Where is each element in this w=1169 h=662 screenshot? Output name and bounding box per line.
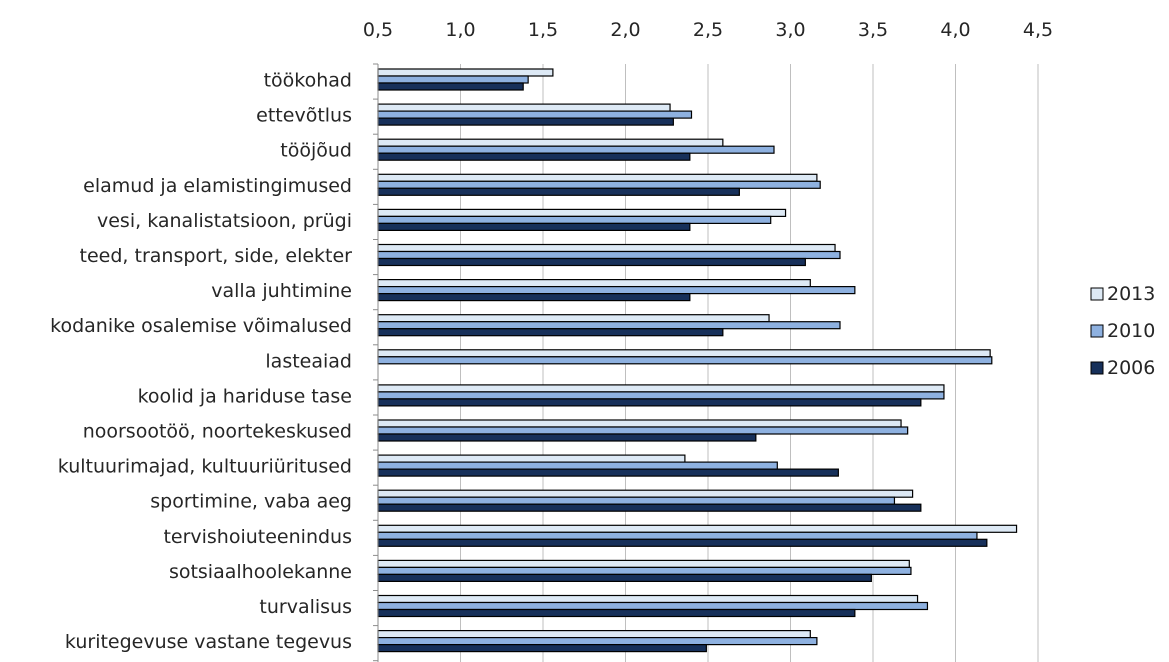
bar-2013 xyxy=(377,384,945,393)
bar-2006 xyxy=(377,117,674,126)
bar-2010 xyxy=(377,391,945,400)
legend-label: 2010 xyxy=(1107,320,1155,342)
bar-2010 xyxy=(377,531,978,540)
category-label: turvalisus xyxy=(259,596,352,618)
category-label: töökohad xyxy=(264,70,352,92)
bar-2013 xyxy=(377,419,902,428)
bar-2006 xyxy=(377,152,691,161)
legend-label: 2006 xyxy=(1107,357,1155,379)
bar-2013 xyxy=(377,559,910,569)
bar-2013 xyxy=(377,68,554,77)
bar-2010 xyxy=(377,250,841,260)
bar-2013 xyxy=(377,594,919,604)
bar-2006 xyxy=(377,328,724,337)
category-label: vesi, kanalistatsioon, prügi xyxy=(97,210,352,232)
bar-2006 xyxy=(377,187,740,196)
legend-swatch-2006 xyxy=(1090,361,1104,375)
bar-2006 xyxy=(377,293,691,302)
x-tick-label: 2,5 xyxy=(693,19,723,41)
bar-2006 xyxy=(377,608,856,618)
bar-2013 xyxy=(377,454,686,463)
bar-2006 xyxy=(377,222,691,231)
bar-2006 xyxy=(377,643,707,653)
legend-swatch-2013 xyxy=(1090,287,1104,301)
bar-2013 xyxy=(377,349,991,358)
category-label: koolid ja hariduse tase xyxy=(138,385,352,407)
bar-2013 xyxy=(377,243,836,253)
bars xyxy=(377,68,1018,653)
bar-2010 xyxy=(377,636,818,646)
bar-2010 xyxy=(377,566,912,576)
category-labels: töökohad ettevõtlus tööjõud elamud ja elami… xyxy=(50,70,352,654)
bar-2006 xyxy=(377,82,524,91)
category-label: kultuurimajad, kultuuriüritused xyxy=(58,456,352,478)
bar-2010 xyxy=(377,286,856,295)
category-label: noorsootöö, noortekeskused xyxy=(83,421,352,443)
x-tick-label: 3,0 xyxy=(775,19,805,41)
x-tick-label: 2,0 xyxy=(610,19,640,41)
legend: 2013 2010 2006 xyxy=(1090,283,1155,379)
bar-2010 xyxy=(377,215,772,224)
bar-2006 xyxy=(377,538,988,547)
category-label: tervishoiuteenindus xyxy=(163,526,352,548)
bar-2010 xyxy=(377,461,778,470)
category-label: teed, transport, side, elekter xyxy=(80,245,353,267)
x-tick-label: 1,0 xyxy=(445,19,475,41)
bar-2006 xyxy=(377,573,872,583)
bar-2006 xyxy=(377,257,806,267)
category-label: sotsiaalhoolekanne xyxy=(169,561,352,583)
bar-2010 xyxy=(377,356,993,365)
x-axis-ticks: 0,5 1,0 1,5 2,0 2,5 3,0 3,5 4,0 4,5 xyxy=(363,19,1053,41)
bar-2013 xyxy=(377,524,1018,533)
x-tick-label: 0,5 xyxy=(363,19,393,41)
bar-2010 xyxy=(377,110,693,119)
x-tick-label: 4,0 xyxy=(940,19,970,41)
bar-2006 xyxy=(377,398,922,407)
category-label: kodanike osalemise võimalused xyxy=(50,315,352,337)
bar-2010 xyxy=(377,75,529,84)
bar-2010 xyxy=(377,496,896,505)
category-label: ettevõtlus xyxy=(256,105,352,127)
bar-2013 xyxy=(377,489,914,498)
bar-2010 xyxy=(377,601,929,611)
category-label: sportimine, vaba aeg xyxy=(150,491,352,513)
bar-2013 xyxy=(377,629,811,639)
bar-2013 xyxy=(377,138,724,147)
bar-2013 xyxy=(377,314,770,323)
bar-2010 xyxy=(377,180,821,189)
bar-2013 xyxy=(377,279,811,288)
bar-2010 xyxy=(377,426,909,435)
category-label: tööjõud xyxy=(280,140,352,162)
bar-2013 xyxy=(377,208,787,217)
category-label: kuritegevuse vastane tegevus xyxy=(65,631,352,653)
legend-swatch-2010 xyxy=(1090,324,1104,338)
bar-2010 xyxy=(377,321,841,330)
x-tick-label: 3,5 xyxy=(858,19,888,41)
bar-2010 xyxy=(377,145,775,154)
category-label: valla juhtimine xyxy=(211,280,352,302)
bar-2006 xyxy=(377,433,757,442)
bar-2013 xyxy=(377,173,818,182)
legend-label: 2013 xyxy=(1107,283,1155,305)
x-tick-label: 1,5 xyxy=(528,19,558,41)
bar-2006 xyxy=(377,468,839,477)
bar-2013 xyxy=(377,103,671,112)
bar-2006 xyxy=(377,503,922,512)
x-tick-label: 4,5 xyxy=(1023,19,1053,41)
category-label: lasteaiad xyxy=(265,350,352,372)
category-label: elamud ja elamistingimused xyxy=(83,175,352,197)
